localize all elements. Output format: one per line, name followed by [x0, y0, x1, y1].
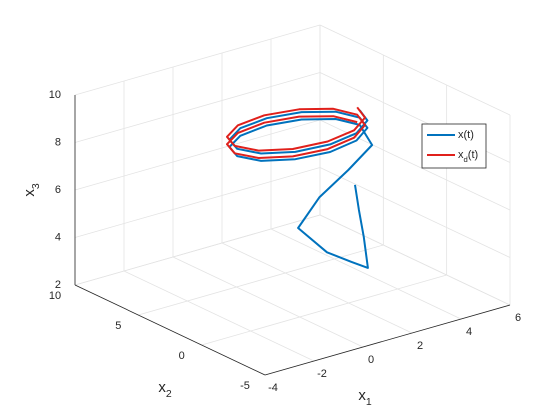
grid-line	[74, 214, 321, 286]
series-line	[228, 109, 374, 269]
series-line	[226, 106, 366, 159]
legend-box	[421, 123, 487, 169]
grid	[74, 24, 511, 376]
grid-line	[74, 167, 321, 238]
grid-line	[123, 270, 315, 362]
z-tick-label: 2	[55, 279, 61, 291]
y-tick-label: 10	[49, 290, 61, 302]
x-tick-label: 6	[515, 312, 521, 324]
x-tick-label: -4	[268, 382, 278, 394]
z-tick-label: 8	[55, 136, 61, 148]
legend-label: x(t)	[458, 129, 474, 141]
x-tick-label: 4	[466, 326, 472, 338]
x-axis-line	[264, 304, 511, 376]
grid-line	[74, 119, 321, 191]
grid-line	[74, 24, 321, 96]
z-tick-label: 4	[55, 231, 61, 243]
grid-line	[221, 242, 413, 334]
grid-line	[319, 214, 511, 306]
legend-label: xd(t)	[458, 149, 478, 164]
grid-line	[319, 24, 511, 116]
x-tick-label: 2	[417, 340, 423, 352]
plot-lines	[226, 106, 374, 269]
y-axis-line	[74, 284, 266, 376]
grid-line	[172, 256, 364, 348]
y-tick-label: 5	[115, 320, 121, 332]
x-tick-label: 0	[368, 354, 374, 366]
grid-line	[138, 244, 384, 316]
z-axis-label: x3	[21, 183, 42, 197]
grid-line	[201, 274, 447, 346]
y-axis-label: x2	[158, 379, 172, 400]
y-tick-label: -5	[240, 380, 250, 392]
y-tick-label: 0	[179, 350, 185, 362]
legend: x(t) xd(t)	[421, 123, 487, 169]
x-tick-label: -2	[317, 368, 327, 380]
z-tick-label: 10	[49, 89, 61, 101]
grid-line	[74, 72, 321, 143]
grid-line	[319, 167, 511, 258]
z-tick-label: 6	[55, 184, 61, 196]
grid-line	[270, 228, 462, 320]
x-axis-label: x1	[358, 387, 372, 408]
